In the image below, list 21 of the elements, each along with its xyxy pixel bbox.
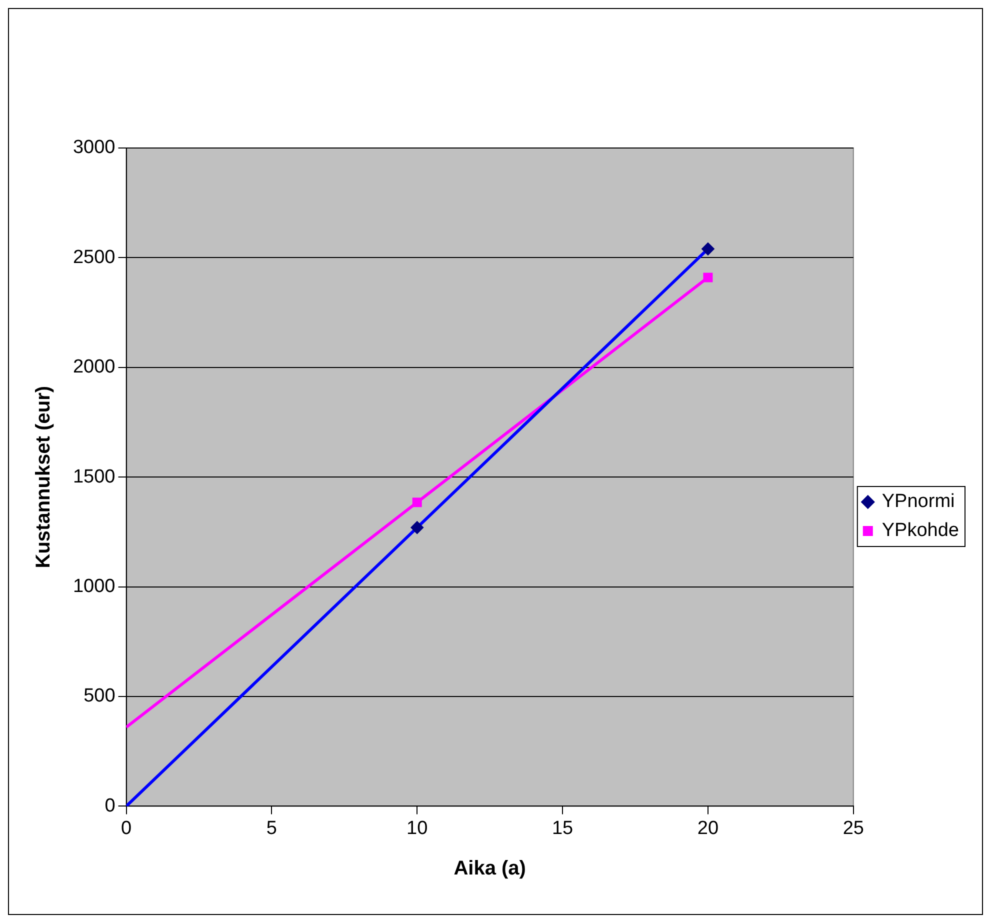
legend-label: YPnormi bbox=[882, 491, 955, 512]
legend-label: YPkohde bbox=[882, 520, 960, 542]
y-tick-label: 500 bbox=[84, 686, 116, 707]
y-tick-label: 3000 bbox=[72, 137, 116, 158]
x-tick-label: 20 bbox=[697, 818, 719, 839]
x-tick-label: 25 bbox=[842, 818, 864, 839]
x-tick-label: 0 bbox=[120, 818, 132, 839]
y-tick-label: 1000 bbox=[72, 576, 116, 598]
y-tick-label: 2000 bbox=[72, 356, 116, 378]
y-tick-label: 0 bbox=[104, 795, 116, 816]
point bbox=[410, 521, 424, 534]
y-tick-label: 1500 bbox=[72, 466, 116, 488]
point bbox=[703, 272, 713, 282]
x-tick-label: 5 bbox=[266, 818, 277, 839]
point bbox=[701, 242, 714, 256]
x-tick-label: 15 bbox=[552, 818, 574, 839]
x-tick-label: 10 bbox=[406, 818, 428, 839]
y-tick-label: 2500 bbox=[72, 246, 116, 268]
x-axis-title: Aika (a) bbox=[454, 858, 526, 880]
y-axis-title: Kustannukset (eur) bbox=[32, 386, 55, 568]
point bbox=[412, 498, 422, 508]
